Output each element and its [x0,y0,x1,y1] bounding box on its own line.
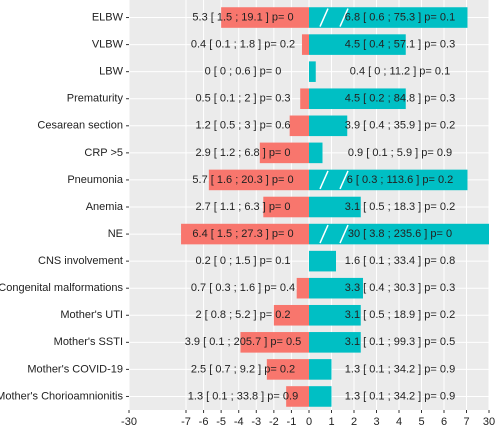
bar-annotation: 1.3 [ 0.1 ; 34.2 ] p= 0.9 [345,363,455,375]
y-tick-label: Mother's Chorioamnionitis [0,390,123,402]
y-tick-label: Cesarean section [37,120,123,132]
bar-annotation: 2.5 [ 0.7 ; 9.2 ] p= 0.2 [191,363,295,375]
x-tick-label: 6 [441,416,447,428]
bar [309,61,316,82]
x-tick-label: -30 [121,416,137,428]
y-tick-label: Mother's COVID-19 [27,363,123,375]
bar-annotation: 0.4 [ 0.1 ; 1.8 ] p= 0.2 [191,39,295,51]
y-tick-label: Congenital malformations [0,282,123,294]
x-tick-label: 3 [373,416,379,428]
bar-annotation: 6.8 [ 0.6 ; 75.3 ] p= 0.1 [345,11,455,23]
bar [266,359,309,380]
bar-annotation: 6.4 [ 1.5 ; 27.3 ] p= 0 [192,228,293,240]
x-tick-label: 2 [351,416,357,428]
x-tick-label: 5 [418,416,424,428]
y-tick-label: CRP >5 [84,147,123,159]
bar [259,142,309,164]
y-tick-label: Mother's UTI [60,309,123,321]
y-tick-label: CNS involvement [38,255,123,267]
bar [263,196,309,218]
bar [309,142,323,164]
axis-break [319,8,329,27]
bar [309,7,468,28]
y-tick-label: VLBW [92,39,124,51]
bar-annotation: 0.4 [ 0 ; 11.2 ] p= 0.1 [350,66,450,78]
bar [221,7,309,28]
bar-annotation: 3.3 [ 0.4 ; 30.3 ] p= 0.3 [345,282,455,294]
y-tick-label: ELBW [92,11,124,23]
axis-break [339,224,349,244]
bar-annotation: 0.9 [ 0.1 ; 5.9 ] p= 0.9 [348,147,452,159]
x-tick-label: 4 [396,416,402,428]
bar [309,169,468,191]
bar-annotation: 2 [ 0.8 ; 5.2 ] p= 0.2 [195,309,290,321]
y-tick-label: LBW [99,66,123,78]
bar [309,250,336,272]
bar-annotation: 2.7 [ 1.1 ; 6.3 ] p= 0 [195,201,290,213]
y-tick-label: Mother's SSTI [54,336,123,348]
bar-annotation: 3.9 [ 0.4 ; 35.9 ] p= 0.2 [345,120,455,132]
bar-annotation: 3.1 [ 0.5 ; 18.3 ] p= 0.2 [345,201,455,213]
axis-break [319,170,329,190]
bar [309,386,332,407]
bar [309,88,406,110]
bar-annotation: 0.7 [ 0.3 ; 1.6 ] p= 0.4 [191,282,295,294]
bar-annotation: 1.2 [ 0.5 ; 3 ] p= 0.6 [195,120,290,132]
bar [309,359,332,380]
x-tick-label: 7 [463,416,469,428]
bar-annotation: 3.9 [ 0.1 ; 205.7 ] p= 0.5 [185,336,302,348]
bar [273,304,309,326]
bar [309,196,361,218]
x-tick-label: -6 [199,416,209,428]
bar [300,88,309,110]
axis-break [319,224,329,244]
bar-annotation: 6 [ 0.3 ; 113.6 ] p= 0.2 [347,174,454,186]
bar [286,386,309,407]
y-tick-label: Anemia [86,201,124,213]
x-tick-label: 30 [483,416,495,428]
bar [181,223,309,245]
bar-annotation: 0.2 [ 0 ; 1.5 ] p= 0.1 [195,255,290,267]
bar-annotation: 1.3 [ 0.1 ; 34.2 ] p= 0.9 [345,390,455,402]
x-tick-label: -1 [287,416,297,428]
x-tick-label: 1 [328,416,334,428]
bar [296,277,309,299]
bar-annotation: 5.7 [ 1.6 ; 20.3 ] p= 0 [192,174,293,186]
bar [309,34,406,55]
bar-annotation: 5.3 [ 1.5 ; 19.1 ] p= 0 [192,11,293,23]
bar-annotation: 3.1 [ 0.5 ; 18.9 ] p= 0.2 [345,309,455,321]
bar [208,169,309,191]
x-tick-label: -7 [181,416,191,428]
bar-annotation: 0 [ 0 ; 0.6 ] p= 0 [205,66,282,78]
bar-annotation: 1.3 [ 0.1 ; 33.8 ] p= 0.9 [188,390,298,402]
bar-annotation: 30 [ 3.8 ; 235.6 ] p= 0 [348,228,452,240]
x-tick-label: 0 [306,416,312,428]
bar [309,277,363,299]
axis-break [339,8,349,27]
x-tick-label: -2 [269,416,279,428]
axis-break [339,170,349,190]
bar-annotation: 4.5 [ 0.2 ; 84.8 ] p= 0.3 [345,93,455,105]
x-tick-label: -3 [251,416,261,428]
y-tick-label: Pneumonia [67,174,124,186]
bar-annotation: 2.9 [ 1.2 ; 6.8 ] p= 0 [195,147,290,159]
bar [309,304,361,326]
y-tick-label: Prematurity [67,93,124,105]
bar [289,115,309,137]
y-tick-label: NE [108,228,123,240]
x-tick-label: -5 [216,416,226,428]
x-tick-label: -4 [234,416,244,428]
bar [309,332,361,353]
bar-annotation: 4.5 [ 0.4 ; 57.1 ] p= 0.3 [345,39,455,51]
bar-annotation: 3.1 [ 0.1 ; 99.3 ] p= 0.5 [345,336,455,348]
bar [240,332,309,353]
bar [309,223,489,245]
bar-annotation: 0.5 [ 0.1 ; 2 ] p= 0.3 [195,93,290,105]
bar [301,34,309,55]
bar [309,115,348,137]
bar-annotation: 1.6 [ 0.1 ; 33.4 ] p= 0.8 [345,255,455,267]
